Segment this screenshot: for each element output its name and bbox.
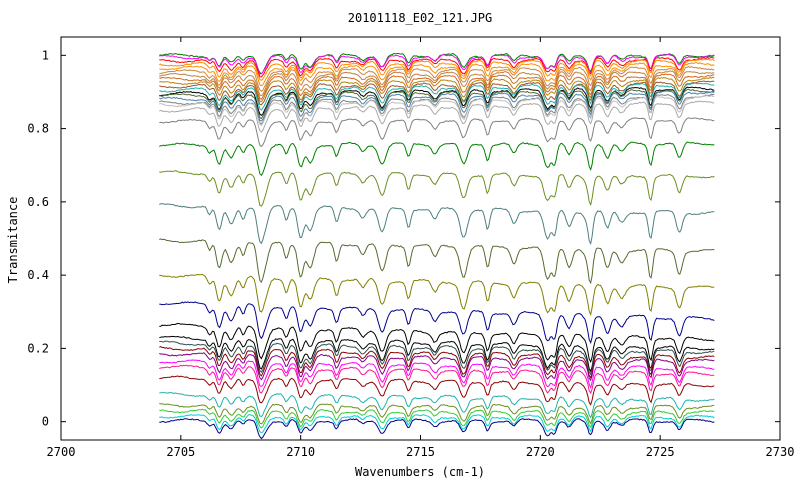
series-line-14 <box>159 90 715 122</box>
series-line-8 <box>159 73 715 100</box>
series-line-18 <box>159 117 715 148</box>
series-line-4 <box>159 58 715 81</box>
series-line-12 <box>159 86 715 117</box>
series-line-28 <box>159 346 715 379</box>
series-line-5 <box>159 62 715 87</box>
series-group <box>159 52 715 440</box>
x-tick-label: 2715 <box>406 445 435 459</box>
series-line-2 <box>159 53 715 75</box>
y-axis-label: Transmitance <box>6 197 20 284</box>
series-line-22 <box>159 238 715 285</box>
series-line-19 <box>159 141 715 177</box>
y-axis: 0 0.2 0.4 0.6 0.8 1 <box>27 48 780 429</box>
x-tick-label: 2705 <box>166 445 195 459</box>
series-line-17 <box>159 100 715 133</box>
x-tick-label: 2725 <box>646 445 675 459</box>
x-axis: 2700 2705 2710 2715 2720 2725 2730 <box>47 37 795 459</box>
series-line-32 <box>159 375 715 406</box>
chart-title: 20101118_E02_121.JPG <box>348 11 493 25</box>
series-line-26 <box>159 335 715 373</box>
series-line-30 <box>159 359 715 390</box>
series-line-16 <box>159 95 715 127</box>
series-line-21 <box>159 203 715 245</box>
series-line-11 <box>159 82 715 111</box>
y-tick-label: 0.4 <box>27 268 49 282</box>
series-line-36 <box>159 414 715 434</box>
y-tick-label: 0.2 <box>27 341 49 355</box>
series-line-23 <box>159 273 715 317</box>
series-line-29 <box>159 352 715 382</box>
y-tick-label: 0.8 <box>27 122 49 136</box>
series-line-6 <box>159 65 715 92</box>
x-tick-label: 2730 <box>766 445 795 459</box>
series-line-31 <box>159 364 715 395</box>
series-line-24 <box>159 301 715 345</box>
y-tick-label: 0 <box>42 415 49 429</box>
x-axis-label: Wavenumbers (cm-1) <box>355 465 485 479</box>
series-line-10 <box>159 80 715 106</box>
x-tick-label: 2700 <box>47 445 76 459</box>
y-tick-label: 0.6 <box>27 195 49 209</box>
series-line-27 <box>159 340 715 376</box>
x-tick-label: 2710 <box>286 445 315 459</box>
x-tick-label: 2720 <box>526 445 555 459</box>
series-line-7 <box>159 70 715 97</box>
y-tick-label: 1 <box>42 48 49 62</box>
series-line-15 <box>159 93 715 125</box>
series-line-33 <box>159 391 715 419</box>
series-line-9 <box>159 76 715 103</box>
series-line-34 <box>159 403 715 425</box>
series-line-25 <box>159 322 715 363</box>
series-line-20 <box>159 170 715 207</box>
series-line-3 <box>159 56 715 78</box>
series-line-13 <box>159 88 715 120</box>
series-line-35 <box>159 408 715 429</box>
series-line-37 <box>159 418 715 440</box>
